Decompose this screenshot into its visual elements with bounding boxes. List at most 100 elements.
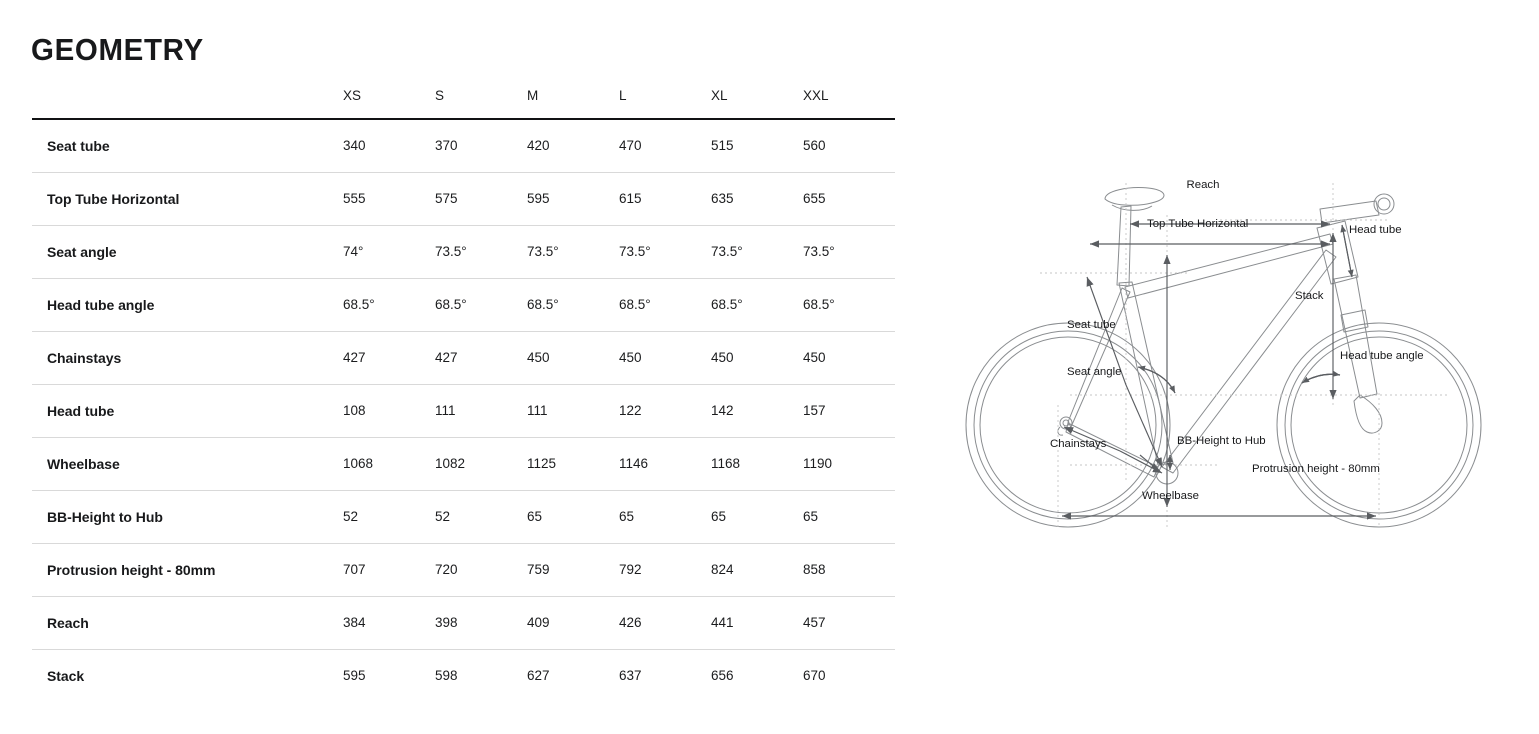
cell-value: 450 xyxy=(619,331,711,385)
fork-lower xyxy=(1353,394,1383,434)
cell-value: 73.5° xyxy=(527,225,619,279)
derailleur-hanger xyxy=(1057,426,1064,436)
cell-value: 759 xyxy=(527,543,619,597)
cell-value: 670 xyxy=(803,668,826,684)
cell-value: 157 xyxy=(803,384,895,438)
table-row: Seat tube 340 370 420 470 515 560 xyxy=(32,119,895,173)
table-row: Wheelbase 1068 1082 1125 1146 1168 1190 xyxy=(32,437,895,491)
cell-value: 73.5° xyxy=(711,225,803,279)
cell-value: 655 xyxy=(803,172,895,226)
dim-head-angle-arc-down xyxy=(1301,373,1341,384)
cell-value: 370 xyxy=(435,119,527,173)
label-top-tube-horizontal: Top Tube Horizontal xyxy=(1147,218,1248,230)
cell-value: 111 xyxy=(435,384,527,438)
cell-value: 68.5° xyxy=(803,278,895,332)
row-label: BB-Height to Hub xyxy=(32,490,343,544)
seat-tube-shape xyxy=(1118,281,1174,466)
rear-dropout xyxy=(1059,416,1073,430)
cell-value: 420 xyxy=(527,119,619,173)
cell-value: 398 xyxy=(435,596,527,650)
geometry-table: XS S M L XL XXL Seat tube 340 370 420 470 515… xyxy=(32,88,895,702)
table-header-row: XS S M L XL XXL xyxy=(32,88,895,120)
cell-value: 457 xyxy=(803,596,895,650)
cell-value: 68.5° xyxy=(343,278,435,332)
table-row: Stack 595 598 627 637 656 670 xyxy=(32,649,895,702)
cell-value: 68.5° xyxy=(527,278,619,332)
dim-headtube-up xyxy=(1340,224,1353,278)
dim-seattube-up xyxy=(1086,276,1127,386)
row-label: Head tube xyxy=(32,384,343,438)
cell-value: 1125 xyxy=(527,437,619,491)
column-header-m: M xyxy=(527,88,619,120)
cell-value: 615 xyxy=(619,172,711,226)
cell-value: 108 xyxy=(343,384,435,438)
cell-value: 65 xyxy=(527,490,619,544)
cell-value: 656 xyxy=(711,668,734,684)
dim-seat-angle-arc-down xyxy=(1137,365,1176,394)
cell-value: 52 xyxy=(435,490,527,544)
dim-chainstay-left xyxy=(1063,426,1121,452)
cell-value: 409 xyxy=(527,596,619,650)
label-head-tube: Head tube xyxy=(1349,224,1402,236)
rear-hub xyxy=(1062,419,1070,427)
cell-value: 792 xyxy=(619,543,711,597)
cell-value: 384 xyxy=(343,596,435,650)
seatpost xyxy=(1116,205,1132,287)
cell-value: 598 xyxy=(435,668,458,684)
front-tire-outer xyxy=(1276,322,1482,528)
label-seat-angle: Seat angle xyxy=(1067,366,1121,378)
cell-value: 340 xyxy=(343,119,435,173)
cell-value: 441 xyxy=(711,596,803,650)
cell-value: 65 xyxy=(803,490,895,544)
cell-value: 450 xyxy=(803,331,895,385)
column-header-s: S xyxy=(435,88,527,120)
stem xyxy=(1319,200,1380,224)
column-header-xxl: XXL xyxy=(803,88,895,120)
cell-value: 1082 xyxy=(435,437,527,491)
cell-value: 73.5° xyxy=(619,225,711,279)
handlebar-end xyxy=(1373,193,1395,215)
geometry-table-element: XS S M L XL XXL Seat tube 340 370 420 470 515… xyxy=(32,88,895,702)
cell-value: 450 xyxy=(527,331,619,385)
column-header-xl: XL xyxy=(711,88,803,120)
label-wheelbase: Wheelbase xyxy=(1142,490,1199,502)
cell-value: 1146 xyxy=(619,437,711,491)
label-stack: Stack xyxy=(1295,290,1324,302)
table-row: Reach 384 398 409 426 441 457 xyxy=(32,596,895,650)
cell-value: 595 xyxy=(343,668,366,684)
cell-value: 73.5° xyxy=(435,225,527,279)
cell-value: 65 xyxy=(619,490,711,544)
label-chainstays: Chainstays xyxy=(1050,438,1107,450)
row-label: Top Tube Horizontal xyxy=(32,172,343,226)
cell-value: 1068 xyxy=(343,437,435,491)
cell-value: 560 xyxy=(803,119,895,173)
cell-value: 1168 xyxy=(711,437,803,491)
row-label: Head tube angle xyxy=(32,278,343,332)
cell-value: 52 xyxy=(343,490,435,544)
cell-value: 1190 xyxy=(803,437,895,491)
table-row: Top Tube Horizontal 555 575 595 615 635 655 xyxy=(32,172,895,226)
cell-value: 707 xyxy=(343,543,435,597)
label-protrusion-height: Protrusion height - 80mm xyxy=(1252,463,1380,475)
head-tube-shape xyxy=(1316,220,1359,285)
label-head-tube-angle: Head tube angle xyxy=(1340,350,1424,362)
page-title: GEOMETRY xyxy=(31,32,204,67)
table-row: Head tube angle 68.5° 68.5° 68.5° 68.5° 68.5°… xyxy=(32,278,895,332)
fork-upper xyxy=(1333,274,1378,399)
cell-value: 427 xyxy=(435,331,527,385)
cell-value: 427 xyxy=(343,331,435,385)
cell-value: 858 xyxy=(803,543,895,597)
table-header: XS S M L XL XXL xyxy=(32,88,895,120)
bike-geometry-diagram: Reach Top Tube Horizontal Head tube Stac… xyxy=(890,155,1539,535)
label-reach: Reach xyxy=(1187,179,1220,191)
cell-value: 73.5° xyxy=(803,225,895,279)
cell-value: 111 xyxy=(527,384,619,438)
label-bb-height-to-hub: BB-Height to Hub xyxy=(1177,435,1266,447)
column-header-l: L xyxy=(619,88,711,120)
table-row: Head tube 108 111 111 122 142 157 xyxy=(32,384,895,438)
dim-seattube-down xyxy=(1125,384,1163,468)
diagram-dimensions xyxy=(1062,220,1376,520)
cell-value: 595 xyxy=(527,172,619,226)
cell-value: 142 xyxy=(711,384,803,438)
